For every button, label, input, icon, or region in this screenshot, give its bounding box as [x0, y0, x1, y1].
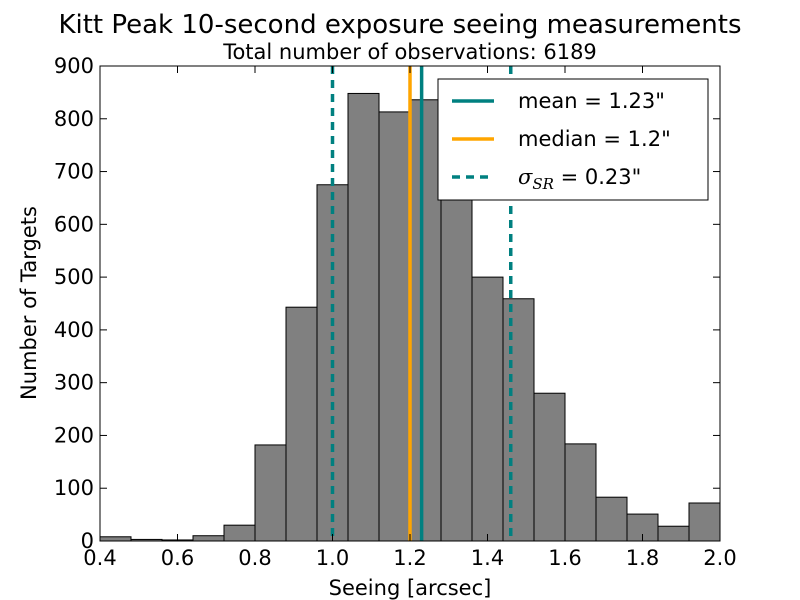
y-tick-label: 600 — [54, 212, 94, 236]
x-tick-label: 1.0 — [316, 546, 349, 570]
histogram-bar — [564, 443, 597, 542]
histogram-bar — [502, 298, 535, 542]
y-tick-label: 700 — [54, 160, 94, 184]
x-tick-label: 2.0 — [703, 546, 736, 570]
histogram-bar — [223, 524, 256, 542]
y-tick-label: 800 — [54, 107, 94, 131]
chart-subtitle: Total number of observations: 6189 — [222, 40, 597, 64]
histogram-bar — [378, 111, 411, 542]
x-tick-label: 1.4 — [471, 546, 504, 570]
x-tick-label: 1.6 — [548, 546, 581, 570]
legend: mean = 1.23" median = 1.2" σSR = 0.23" — [437, 78, 709, 201]
histogram-bar — [688, 502, 721, 542]
x-axis-ticks: 0.4 0.6 0.8 1.0 1.2 1.4 1.6 1.8 2.0 — [83, 66, 737, 570]
histogram-bar — [254, 444, 287, 542]
legend-label: median = 1.2" — [518, 127, 671, 151]
histogram-bar — [471, 276, 504, 542]
histogram-bar — [440, 194, 473, 542]
legend-label: σSR = 0.23" — [518, 165, 641, 193]
y-tick-label: 500 — [54, 265, 94, 289]
reference-lines — [330, 66, 513, 541]
x-tick-label: 0.6 — [161, 546, 194, 570]
y-tick-label: 200 — [54, 423, 94, 447]
y-tick-label: 900 — [54, 54, 94, 78]
x-tick-label: 0.4 — [83, 546, 116, 570]
chart-title: Kitt Peak 10-second exposure seeing meas… — [58, 10, 741, 40]
x-axis-label: Seeing [arcsec] — [329, 576, 492, 600]
y-tick-label: 100 — [54, 476, 94, 500]
y-axis-label: Number of Targets — [17, 206, 41, 400]
legend-label: mean = 1.23" — [518, 89, 665, 113]
histogram-bar — [409, 99, 442, 542]
y-tick-label: 0 — [81, 529, 94, 553]
histogram-bar — [657, 525, 690, 542]
y-axis-ticks: 0 100 200 300 400 500 600 700 800 900 — [54, 54, 720, 553]
y-tick-label: 300 — [54, 371, 94, 395]
histogram-bar — [192, 535, 225, 542]
histogram-bars — [99, 92, 721, 542]
x-tick-label: 1.2 — [393, 546, 426, 570]
histogram-bar — [285, 306, 318, 542]
x-tick-label: 1.8 — [626, 546, 659, 570]
y-tick-label: 400 — [54, 318, 94, 342]
histogram-bar — [595, 496, 628, 542]
histogram-bar — [533, 392, 566, 542]
histogram-bar — [99, 536, 132, 542]
histogram-bar — [347, 92, 380, 542]
x-tick-label: 0.8 — [238, 546, 271, 570]
